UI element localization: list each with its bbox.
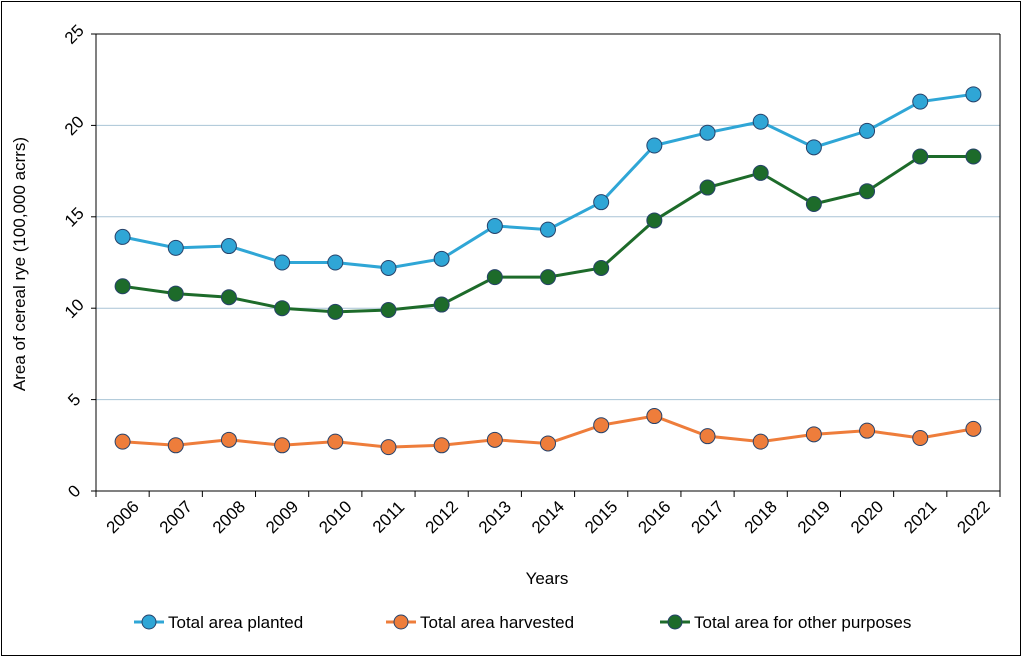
y-axis-ticks: 0 5 10 15 20 25 <box>61 21 96 501</box>
x-axis-ticks: 2006 2007 2008 2009 2010 2011 2012 2013 2014 2015… <box>96 491 1000 537</box>
legend-label: Total area planted <box>168 613 303 632</box>
data-point <box>381 440 396 455</box>
data-point <box>115 279 130 294</box>
data-point <box>328 434 343 449</box>
legend-item-0: Total area planted <box>134 613 303 632</box>
x-tick-label: 2012 <box>422 497 462 537</box>
x-tick-label: 2014 <box>528 497 568 537</box>
data-point <box>168 438 183 453</box>
data-point <box>806 140 821 155</box>
data-point <box>700 125 715 140</box>
data-point <box>487 432 502 447</box>
x-tick-label: 2008 <box>209 497 249 537</box>
data-point <box>275 438 290 453</box>
y-tick-label: 25 <box>61 21 88 48</box>
data-point <box>381 260 396 275</box>
series-1 <box>115 409 981 455</box>
data-point <box>966 149 981 164</box>
y-tick-label: 0 <box>64 481 84 501</box>
data-point <box>860 123 875 138</box>
data-point <box>860 423 875 438</box>
data-point <box>541 436 556 451</box>
x-tick-label: 2015 <box>581 497 621 537</box>
data-point <box>487 218 502 233</box>
data-point <box>913 94 928 109</box>
data-point <box>541 270 556 285</box>
y-tick-label: 5 <box>64 390 84 410</box>
legend-item-1: Total area harvested <box>386 613 574 632</box>
series-0 <box>115 87 981 276</box>
x-tick-label: 2006 <box>103 497 143 537</box>
y-tick-label: 10 <box>61 295 88 322</box>
x-tick-label: 2018 <box>741 497 781 537</box>
data-point <box>275 255 290 270</box>
axes <box>96 34 1000 491</box>
data-point <box>966 87 981 102</box>
y-axis-title: Area of cereal rye (100,000 acrrs) <box>10 137 29 391</box>
legend-label: Total area for other purposes <box>694 613 911 632</box>
data-point <box>753 165 768 180</box>
legend-label: Total area harvested <box>420 613 574 632</box>
x-tick-label: 2021 <box>900 497 940 537</box>
chart-frame: 0 5 10 15 20 25 2006 2007 2008 2009 2010 2011 2012 2… <box>1 1 1021 656</box>
data-point <box>860 184 875 199</box>
data-point <box>434 438 449 453</box>
data-point <box>753 434 768 449</box>
data-point <box>434 251 449 266</box>
data-point <box>328 255 343 270</box>
data-point <box>168 240 183 255</box>
data-point <box>700 429 715 444</box>
data-point <box>221 290 236 305</box>
data-point <box>594 418 609 433</box>
y-tick-label: 15 <box>61 204 88 231</box>
x-tick-label: 2010 <box>315 497 355 537</box>
line-chart: 0510152025 2006 2007 2008 2009 2010 2011 2012 2… <box>2 2 1022 657</box>
data-point <box>487 270 502 285</box>
gridlines <box>96 34 1000 400</box>
x-axis-title: Years <box>526 569 569 588</box>
data-point <box>541 222 556 237</box>
data-point <box>434 297 449 312</box>
x-tick-label: 2011 <box>369 497 408 536</box>
data-point <box>221 239 236 254</box>
data-point <box>115 229 130 244</box>
series-line <box>123 94 974 268</box>
data-point <box>913 149 928 164</box>
data-point <box>115 434 130 449</box>
data-point <box>966 421 981 436</box>
data-point <box>700 180 715 195</box>
x-tick-label: 2022 <box>953 497 993 537</box>
data-point <box>647 138 662 153</box>
x-tick-label: 2017 <box>688 497 728 537</box>
data-point <box>647 213 662 228</box>
data-point <box>328 304 343 319</box>
data-point <box>594 260 609 275</box>
x-tick-label: 2007 <box>156 497 196 537</box>
data-point <box>594 195 609 210</box>
legend-swatch-marker <box>142 615 156 629</box>
x-tick-label: 2019 <box>794 497 834 537</box>
data-point <box>913 430 928 445</box>
data-point <box>806 197 821 212</box>
data-point <box>806 427 821 442</box>
x-tick-label: 2020 <box>847 497 887 537</box>
x-tick-label: 2009 <box>262 497 302 537</box>
x-tick-label: 2016 <box>634 497 674 537</box>
data-point <box>168 286 183 301</box>
data-point <box>275 301 290 316</box>
legend-swatch-marker <box>668 615 682 629</box>
data-point <box>381 303 396 318</box>
legend-item-2: Total area for other purposes <box>660 613 911 632</box>
data-point <box>647 409 662 424</box>
legend: Total area planted Total area harvested To… <box>134 613 911 632</box>
data-point <box>221 432 236 447</box>
data-point <box>753 114 768 129</box>
y-tick-label: 20 <box>61 112 88 139</box>
legend-swatch-marker <box>394 615 408 629</box>
x-tick-label: 2013 <box>475 497 515 537</box>
